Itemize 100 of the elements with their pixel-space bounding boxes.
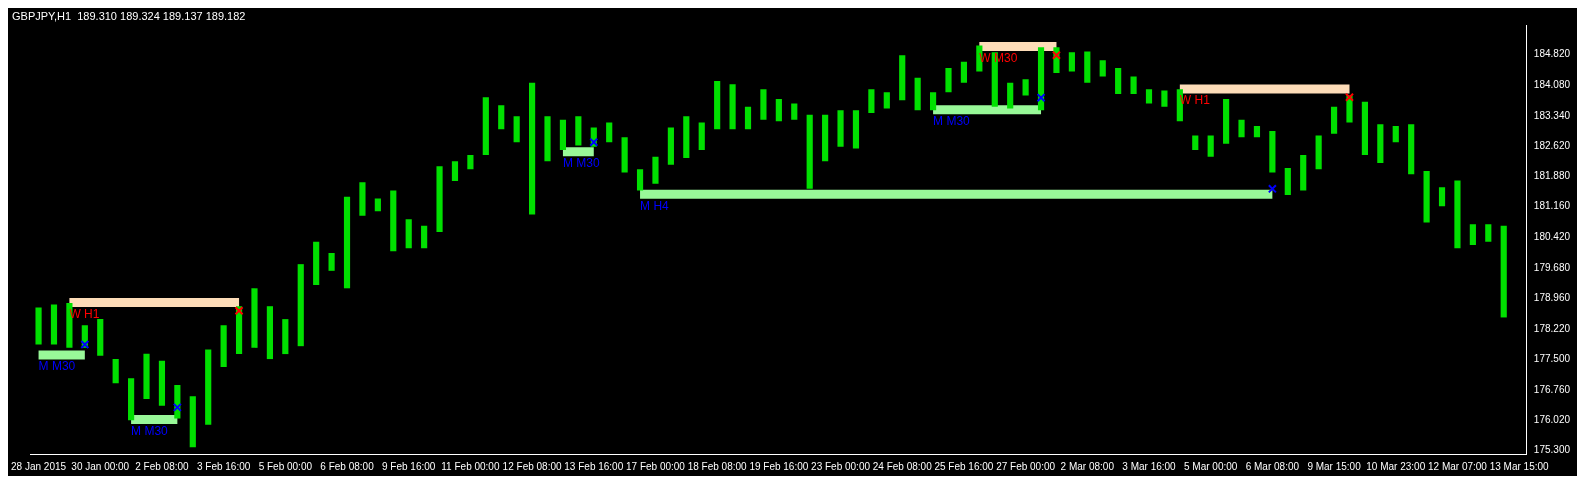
bar xyxy=(143,353,150,400)
bar xyxy=(112,359,119,384)
bar xyxy=(683,116,690,158)
bar xyxy=(606,122,613,143)
bar xyxy=(1130,76,1137,94)
x-tick-label: 5 Mar 00:00 xyxy=(1184,460,1238,472)
x-tick-label: 13 Feb 16:00 xyxy=(564,460,624,472)
series-label: M M30 xyxy=(38,359,76,374)
x-tick-label: 2 Feb 08:00 xyxy=(135,460,190,472)
x-tick-label: 12 Mar 07:00 xyxy=(1427,460,1488,472)
bar xyxy=(945,68,952,93)
x-tick-label: 18 Feb 08:00 xyxy=(687,460,748,472)
x-tick-label: 17 Feb 00:00 xyxy=(626,460,686,472)
bar xyxy=(1192,135,1199,151)
x-tick-label: 9 Feb 16:00 xyxy=(382,460,436,472)
bar xyxy=(1485,224,1492,242)
bar xyxy=(883,92,890,109)
bar xyxy=(297,264,304,347)
bar xyxy=(1068,52,1075,72)
y-tick-label: 184.080 xyxy=(1533,78,1571,90)
x-tick-label: 13 Mar 15:00 xyxy=(1489,460,1550,472)
y-tick-label: 177.500 xyxy=(1533,352,1571,364)
bar xyxy=(1392,125,1399,143)
bar xyxy=(868,89,875,114)
bar xyxy=(328,252,335,271)
bar xyxy=(1207,135,1214,157)
bar xyxy=(1084,51,1091,83)
bar xyxy=(914,77,921,111)
bar xyxy=(652,156,659,184)
y-tick-label: 178.960 xyxy=(1533,292,1571,304)
x-tick-label: 23 Feb 00:00 xyxy=(811,460,871,472)
x-tick-label: 24 Feb 08:00 xyxy=(872,460,933,472)
text: M M30 xyxy=(562,156,600,171)
bar xyxy=(1284,168,1291,196)
y-tick-label: 175.300 xyxy=(1533,444,1571,456)
x-tick-label: 30 Jan 00:00 xyxy=(71,460,130,472)
bar xyxy=(1115,68,1122,94)
bar xyxy=(698,122,705,151)
bar xyxy=(313,241,320,285)
bar xyxy=(1408,124,1415,175)
bar xyxy=(282,319,289,355)
bar xyxy=(1007,82,1014,109)
bar xyxy=(1500,225,1507,318)
bar xyxy=(636,169,644,191)
bar xyxy=(1161,90,1168,107)
bar xyxy=(899,55,906,101)
bar xyxy=(960,61,968,83)
y-tick-label: 183.340 xyxy=(1533,109,1571,121)
bar xyxy=(744,106,752,130)
x-tick-label: 2 Mar 08:00 xyxy=(1060,460,1115,472)
point xyxy=(1267,184,1277,194)
bar xyxy=(467,155,474,170)
bar xyxy=(729,84,736,130)
x-tick-label: 10 Mar 23:00 xyxy=(1366,460,1426,472)
bar xyxy=(158,360,166,406)
bar xyxy=(498,105,505,130)
x-tick-label: 27 Feb 00:00 xyxy=(996,460,1056,472)
bar xyxy=(1315,135,1322,170)
x-tick-label: 6 Feb 08:00 xyxy=(320,460,375,472)
x-tick-label: 28 Jan 2015 xyxy=(11,460,67,472)
bar xyxy=(1377,124,1384,163)
bar xyxy=(822,114,829,162)
x-tick-label: 3 Mar 16:00 xyxy=(1122,460,1177,472)
x-tick-label: 19 Feb 16:00 xyxy=(749,460,809,472)
bar xyxy=(1438,187,1446,207)
bar xyxy=(421,225,428,249)
bar xyxy=(1454,180,1461,249)
y-tick-label: 179.680 xyxy=(1533,262,1571,274)
bar xyxy=(266,306,273,360)
bar xyxy=(544,116,551,162)
y-tick-label: 184.820 xyxy=(1533,48,1571,60)
bar xyxy=(251,288,258,348)
x-tick-label: 9 Mar 15:00 xyxy=(1307,460,1362,472)
bar xyxy=(621,137,628,173)
bar xyxy=(359,182,366,216)
x-tick-label: 25 Feb 16:00 xyxy=(934,460,994,472)
bar xyxy=(714,80,721,130)
bar xyxy=(1238,119,1245,138)
bar xyxy=(559,119,567,151)
x-tick-label: 11 Feb 00:00 xyxy=(441,460,500,472)
bar xyxy=(189,396,196,448)
bar xyxy=(1022,79,1029,96)
bar xyxy=(1423,170,1430,223)
y-tick-label: 180.420 xyxy=(1533,231,1571,243)
point xyxy=(1051,50,1061,60)
bar xyxy=(791,103,798,120)
bar xyxy=(1145,89,1153,104)
bar xyxy=(806,114,813,189)
point xyxy=(172,402,182,412)
point xyxy=(80,339,90,350)
bar xyxy=(1223,98,1230,144)
bar xyxy=(852,110,860,149)
text: M M30 xyxy=(933,114,970,129)
bar xyxy=(50,304,58,345)
bar xyxy=(343,196,351,289)
bar xyxy=(451,161,459,181)
point xyxy=(1036,93,1046,103)
bar xyxy=(775,98,782,122)
x-tick-label: 6 Mar 08:00 xyxy=(1245,460,1300,472)
bar xyxy=(1469,224,1476,246)
